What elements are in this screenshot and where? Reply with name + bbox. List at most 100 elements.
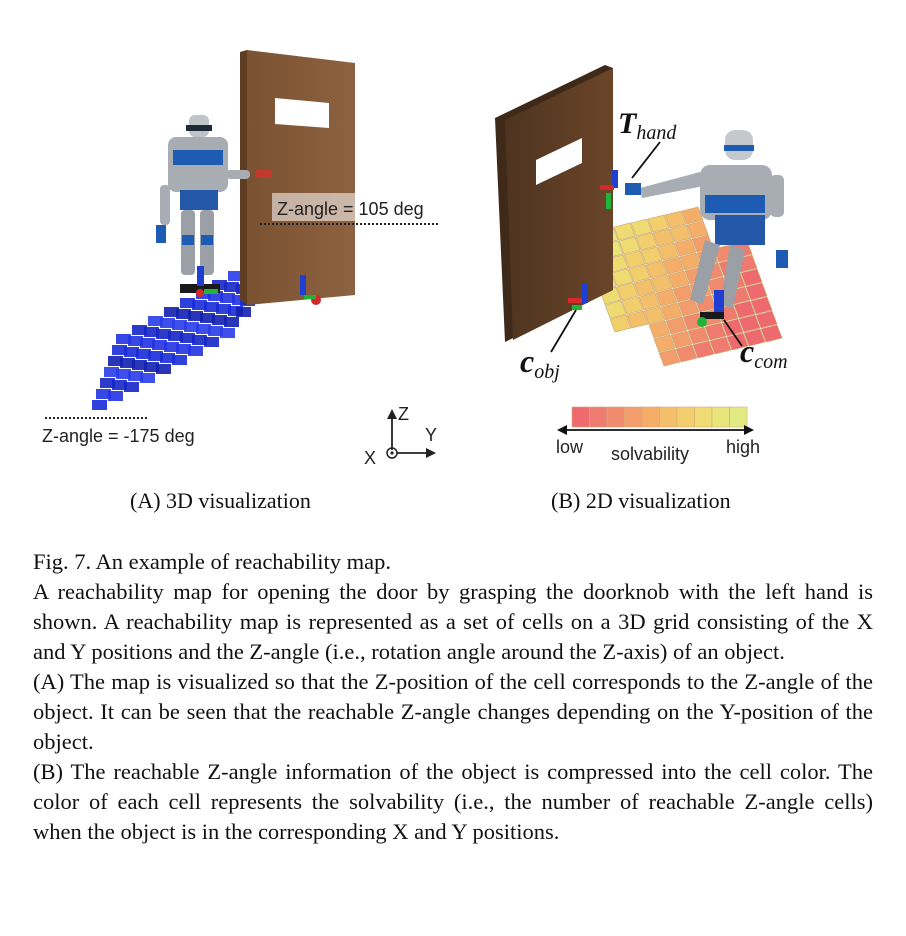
reachability-cell [176, 309, 191, 319]
caption-paragraph-a: (A) The map is visualized so that the Z-… [33, 669, 873, 754]
colorbar-swatch [694, 406, 713, 428]
reachability-cell [196, 324, 211, 334]
c-obj-pointer [550, 309, 577, 353]
reachability-cell [216, 304, 231, 314]
reachability-cell [92, 400, 107, 410]
axes-indicator: Z Y X [364, 404, 437, 468]
solvability-cell [604, 300, 627, 319]
figure-caption: Fig. 7. An example of reachability map. … [33, 547, 873, 847]
reachability-cell [156, 329, 171, 339]
reachability-cell [116, 369, 131, 379]
solvability-cell [662, 256, 685, 275]
solvability-cell [609, 314, 632, 333]
solvability-cell [686, 220, 709, 239]
reachability-cell [164, 307, 179, 317]
panel-b-2d-visualization: Thand cobj ccom low solvability high [495, 65, 788, 464]
reachability-cell [224, 317, 239, 327]
reachability-cell [124, 347, 139, 357]
reachability-cell [144, 362, 159, 372]
reachability-cell [204, 337, 219, 347]
panel-b-caption: (B) 2D visualization [551, 488, 731, 513]
solvability-cell [643, 306, 666, 325]
solvability-cell [670, 330, 693, 349]
reachability-cell [108, 391, 123, 401]
reachability-cell [140, 373, 155, 383]
reachability-cell [136, 349, 151, 359]
reachability-cell [208, 291, 223, 301]
reachability-cell [192, 300, 207, 310]
colorbar-arrow-right [744, 425, 754, 435]
solvability-cell [635, 232, 658, 251]
object-frame-marker [568, 283, 588, 310]
reachability-cell [160, 318, 175, 328]
reachability-cell [100, 378, 115, 388]
colorbar-high-label: high [726, 437, 760, 457]
reachability-cell [188, 311, 203, 321]
reachability-cell [220, 328, 235, 338]
colorbar-swatch [659, 406, 678, 428]
reachability-cell [132, 325, 147, 335]
solvability-cell [750, 296, 773, 315]
reachability-cell [228, 306, 243, 316]
z-angle-label-top: Z-angle = 105 deg [277, 199, 424, 219]
colorbar-swatch [624, 406, 643, 428]
reachability-cell [184, 322, 199, 332]
panel-a-3d-visualization: Z-angle = 105 deg Z-angle = -175 deg Z Y… [42, 50, 438, 468]
solvability-cell [692, 340, 715, 359]
solvability-cell [613, 222, 636, 241]
reachability-cell [124, 382, 139, 392]
colorbar-swatch [729, 406, 748, 428]
reachability-cell [236, 307, 251, 317]
colorbar-arrow-left [557, 425, 567, 435]
solvability-cell [760, 324, 783, 343]
axis-y-label: Y [425, 425, 437, 445]
axis-x-label: X [364, 448, 376, 468]
reachability-cell [176, 344, 191, 354]
solvability-cell [657, 242, 680, 261]
reachability-cell [104, 367, 119, 377]
solvability-cell [740, 268, 763, 287]
solvability-cell [618, 236, 641, 255]
colorbar-swatch [606, 406, 625, 428]
colorbar-swatch [676, 406, 695, 428]
reachability-cell [116, 334, 131, 344]
solvability-cell [653, 334, 676, 353]
reachability-cell [132, 360, 147, 370]
reachability-cell [112, 345, 127, 355]
reachability-cell [128, 336, 143, 346]
solvability-cell [755, 310, 778, 329]
solvability-cell [733, 300, 756, 319]
solvability-cell [709, 336, 732, 355]
reachability-cell [220, 293, 235, 303]
solvability-cell [652, 228, 675, 247]
reachability-cell [148, 316, 163, 326]
caption-title: Fig. 7. An example of reachability map. [33, 549, 392, 574]
solvability-cell [630, 218, 653, 237]
reachability-cell [172, 320, 187, 330]
reachability-cell [120, 358, 135, 368]
humanoid-robot-a [156, 115, 250, 297]
solvability-cell [648, 320, 671, 339]
label-bg-top [272, 193, 432, 221]
reachability-cell [208, 326, 223, 336]
solvability-cell [628, 264, 651, 283]
solvability-cell [638, 292, 661, 311]
solvability-cell [669, 224, 692, 243]
solvability-cell [626, 310, 649, 329]
solvability-cell [738, 314, 761, 333]
solvability-cell [704, 322, 727, 341]
reachability-cell [152, 340, 167, 350]
solvability-cell [726, 332, 749, 351]
solvability-cell [611, 268, 634, 287]
solvability-cell [681, 206, 704, 225]
solvability-cell [640, 246, 663, 265]
door-b [495, 65, 613, 342]
solvability-cell [675, 344, 698, 363]
colorbar-title: solvability [611, 444, 689, 464]
humanoid-robot-b [625, 130, 788, 327]
colorbar-swatch [571, 406, 590, 428]
reachability-cell [148, 351, 163, 361]
reachability-cell [96, 389, 111, 399]
reachability-cell [164, 342, 179, 352]
reachability-cell [200, 313, 215, 323]
